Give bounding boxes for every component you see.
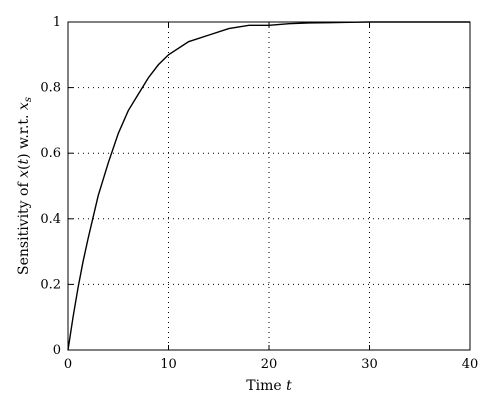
y-axis-label: Sensitivity of x(t) w.r.t. xs: [16, 97, 34, 275]
y-tick-label: 0.2: [40, 277, 61, 292]
plot-frame: [67, 21, 471, 351]
y-tick-label: 0.6: [40, 146, 61, 161]
y-tick-label: 1: [53, 15, 61, 30]
x-tick-label: 40: [462, 357, 479, 372]
x-axis-label: Time t: [246, 378, 292, 394]
x-tick-label: 10: [160, 357, 177, 372]
x-tick-labels: 0 10 20 30 40: [64, 357, 478, 372]
x-tick-label: 20: [261, 357, 278, 372]
grid: [68, 22, 470, 350]
x-tick-label: 0: [64, 357, 72, 372]
x-tick-label: 30: [361, 357, 378, 372]
y-tick-label: 0: [53, 343, 61, 358]
y-tick-label: 0.4: [40, 212, 61, 227]
series-line: [67, 21, 470, 351]
y-tick-labels: 0 0.2 0.4 0.6 0.8 1: [40, 15, 61, 358]
ticks: [67, 21, 471, 351]
y-tick-label: 0.8: [40, 81, 61, 96]
